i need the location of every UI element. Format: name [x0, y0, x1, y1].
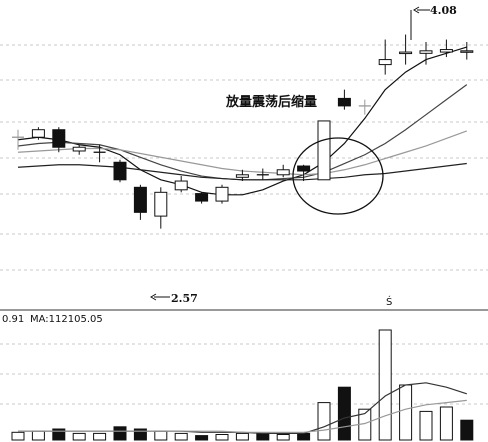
- volume-bar: [72, 432, 86, 441]
- candle: [358, 99, 371, 115]
- candle-body: [154, 191, 168, 217]
- volume-grid: [0, 343, 488, 405]
- candle-body: [195, 193, 209, 202]
- volume-bar: [399, 384, 413, 441]
- candle-body: [72, 146, 86, 152]
- volume-ma-lines: [18, 382, 467, 434]
- ma-line: [17, 46, 467, 196]
- volume-bar: [419, 410, 433, 441]
- volume-bar: [439, 406, 453, 441]
- candle: [337, 89, 351, 110]
- candle-body: [297, 165, 311, 172]
- candle-body: [378, 59, 392, 66]
- volume-bar: [113, 426, 127, 441]
- candle-body: [276, 169, 290, 176]
- volume-bars: [11, 329, 474, 441]
- volume-bar: [174, 432, 188, 441]
- candle: [215, 184, 229, 204]
- volume-bar: [460, 419, 474, 441]
- price-grid: [0, 44, 488, 271]
- volume-bar: [93, 432, 107, 441]
- candle: [378, 39, 392, 75]
- candle-body: [235, 174, 249, 178]
- highlight-circle: [292, 137, 384, 215]
- volume-ma-line: [18, 399, 467, 433]
- volume-bar: [276, 434, 290, 441]
- candle: [93, 144, 106, 163]
- volume-bar: [235, 432, 249, 441]
- volume-bar: [154, 430, 168, 441]
- candle-body: [317, 120, 331, 181]
- candle-body: [215, 186, 229, 202]
- low-marker: 2.57: [150, 292, 198, 305]
- candle-body: [52, 129, 66, 148]
- candle-body: [133, 186, 147, 213]
- high-marker: 4.08: [410, 4, 457, 40]
- ma-line: [17, 130, 468, 176]
- volume-bar: [297, 432, 311, 441]
- volume-bar: [256, 432, 270, 441]
- candle-body: [399, 51, 413, 55]
- candle: [154, 187, 168, 229]
- candle: [31, 127, 45, 140]
- candle: [256, 168, 269, 180]
- volume-bar: [337, 386, 351, 441]
- candle: [174, 176, 188, 193]
- volume-bar: [215, 434, 229, 441]
- candle-body: [419, 50, 433, 54]
- s-marker: Ś: [386, 295, 392, 308]
- candle-body: [439, 49, 453, 53]
- volume-bar: [317, 402, 331, 441]
- volume-bar: [31, 430, 45, 441]
- candle: [276, 164, 290, 178]
- volume-bar: [133, 428, 147, 441]
- candle: [399, 34, 413, 65]
- candle-body: [174, 180, 188, 191]
- candles: [12, 34, 474, 229]
- candle: [317, 120, 331, 181]
- candle: [72, 144, 86, 155]
- candle: [195, 192, 209, 204]
- volume-bar: [378, 329, 392, 441]
- volume-bar: [52, 428, 66, 441]
- volume-bar: [11, 431, 25, 441]
- candle-body: [113, 161, 127, 181]
- volume-header-ma: MA:112105.05: [30, 314, 103, 325]
- candle: [297, 164, 311, 182]
- candle: [419, 42, 433, 65]
- annotation-text: 放量震荡后缩量: [225, 94, 317, 110]
- volume-bar: [195, 435, 209, 441]
- high-marker-label: 4.08: [430, 4, 457, 17]
- volume-header-left: 0.91: [2, 314, 24, 325]
- candle-body: [337, 97, 351, 107]
- candle: [460, 42, 474, 60]
- candle-body: [460, 50, 474, 53]
- candle: [12, 129, 24, 150]
- candle-body: [31, 129, 45, 138]
- candle: [439, 39, 453, 58]
- candle: [113, 159, 127, 183]
- candle: [52, 127, 66, 153]
- candle: [133, 184, 147, 220]
- candle: [235, 169, 249, 182]
- low-marker-label: 2.57: [171, 292, 198, 305]
